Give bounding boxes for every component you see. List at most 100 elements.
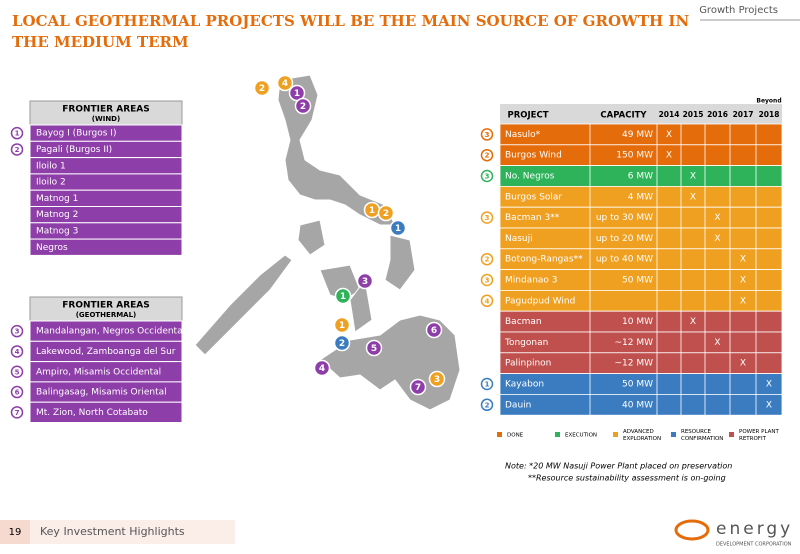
project-name: Bacman 3** <box>505 213 560 223</box>
list-item: Ampiro, Misamis Occidental <box>36 367 161 377</box>
number-badge-label: 3 <box>485 214 490 222</box>
capacity: ~12 MW <box>614 359 653 369</box>
capacity: 50 MW <box>622 380 653 390</box>
legend-label: POWER PLANT <box>739 429 780 435</box>
legend-label: EXECUTION <box>565 433 597 439</box>
project-name: Pagudpud Wind <box>505 296 575 306</box>
map-pin <box>333 316 351 334</box>
number-badge <box>480 273 494 287</box>
column-header: 2016 <box>707 110 728 119</box>
note: **Resource sustainability assessment is … <box>528 474 726 483</box>
map-pin <box>389 219 407 237</box>
list-item: Negros <box>36 243 68 253</box>
map-pin <box>425 321 443 339</box>
year-mark: X <box>690 172 696 182</box>
map-pin-label: 2 <box>383 209 389 219</box>
legend-swatch <box>497 432 502 437</box>
project-name: Tongonan <box>504 338 548 348</box>
list-item: Bayog I (Burgos I) <box>36 129 116 139</box>
number-badge <box>10 385 24 399</box>
map-pin <box>356 272 374 290</box>
year-mark: X <box>714 213 720 223</box>
map-pin-label: 1 <box>294 89 300 99</box>
column-header: 2015 <box>683 110 704 119</box>
capacity: up to 20 MW <box>596 234 653 244</box>
list-item: Matnog 3 <box>36 226 78 236</box>
year-mark: X <box>740 296 746 306</box>
project-name: Palinpinon <box>505 359 551 369</box>
logo-sub: DEVELOPMENT CORPORATION <box>716 542 792 548</box>
capacity: 50 MW <box>622 276 653 286</box>
column-header: 2018 <box>759 110 780 119</box>
title-line: THE MEDIUM TERM <box>12 33 189 51</box>
year-mark: X <box>714 338 720 348</box>
list-item: Matnog 2 <box>36 210 78 220</box>
number-badge-label: 3 <box>485 277 490 285</box>
list-title: FRONTIER AREAS <box>62 105 149 115</box>
map-pin-label: 1 <box>395 224 401 234</box>
project-name: Botong-Rangas** <box>505 255 583 265</box>
capacity: 40 MW <box>622 400 653 410</box>
list-header <box>29 296 183 322</box>
project-name: Nasuji <box>505 234 533 244</box>
map-pin <box>409 378 427 396</box>
number-badge <box>480 128 494 141</box>
island <box>319 264 361 301</box>
list-item: Mandalangan, Negros Occidental <box>36 327 185 337</box>
list-item: Iloilo 2 <box>36 178 66 188</box>
map-pin <box>377 204 395 222</box>
column-header: PROJECT <box>507 111 548 121</box>
list-item: Balingasag, Misamis Oriental <box>36 388 167 398</box>
list-item: Matnog 1 <box>36 194 78 204</box>
project-name: Kayabon <box>505 380 544 390</box>
legend-label: RETROFIT <box>739 436 767 442</box>
list-item: Pagali (Burgos II) <box>36 145 112 155</box>
number-badge <box>480 169 494 183</box>
year-mark: X <box>690 317 696 327</box>
number-badge <box>10 126 24 140</box>
footer-bar <box>30 520 235 544</box>
map-pin-label: 4 <box>282 79 288 89</box>
number-badge-label: 1 <box>15 130 20 138</box>
page-box <box>0 520 30 544</box>
capacity: up to 40 MW <box>596 255 653 265</box>
footer-text: Key Investment Highlights <box>40 525 185 538</box>
number-badge-label: 2 <box>15 146 20 154</box>
number-badge <box>480 377 494 391</box>
number-badge <box>10 324 24 338</box>
logo: energy <box>716 519 793 539</box>
map-pin-label: 1 <box>340 292 346 302</box>
page-number: 19 <box>9 527 22 538</box>
capacity: 150 MW <box>616 151 653 161</box>
map-pin <box>253 79 271 97</box>
legend-swatch <box>729 432 734 437</box>
number-badge-label: 4 <box>485 297 490 305</box>
legend-label: DONE <box>507 433 524 439</box>
capacity: 6 MW <box>628 172 653 182</box>
map-pin-label: 7 <box>415 383 421 393</box>
column-header: CAPACITY <box>600 111 647 121</box>
logo-mark <box>674 519 710 541</box>
number-badge <box>480 294 494 308</box>
project-name: Burgos Wind <box>505 151 562 161</box>
map-pin-label: 6 <box>431 326 437 336</box>
map-pin <box>313 359 331 377</box>
number-badge-label: 3 <box>485 131 490 139</box>
number-badge <box>480 211 494 224</box>
list-row <box>29 238 183 256</box>
project-name: Burgos Solar <box>505 192 562 202</box>
list-item: Mt. Zion, North Cotabato <box>36 408 148 418</box>
number-badge-label: 5 <box>15 368 20 376</box>
capacity: 49 MW <box>622 130 653 140</box>
year-mark: X <box>740 276 746 286</box>
legend-label: CONFIRMATION <box>681 436 723 442</box>
project-name: Dauin <box>505 400 531 410</box>
list-item: Lakewood, Zamboanga del Sur <box>36 347 176 357</box>
title-line: LOCAL GEOTHERMAL PROJECTS WILL BE THE MA… <box>12 12 689 30</box>
island <box>297 219 326 256</box>
number-badge-label: 3 <box>15 328 20 336</box>
capacity: 10 MW <box>622 317 653 327</box>
map-pin-label: 5 <box>371 344 377 354</box>
list-subtitle: (GEOTHERMAL) <box>76 311 137 319</box>
